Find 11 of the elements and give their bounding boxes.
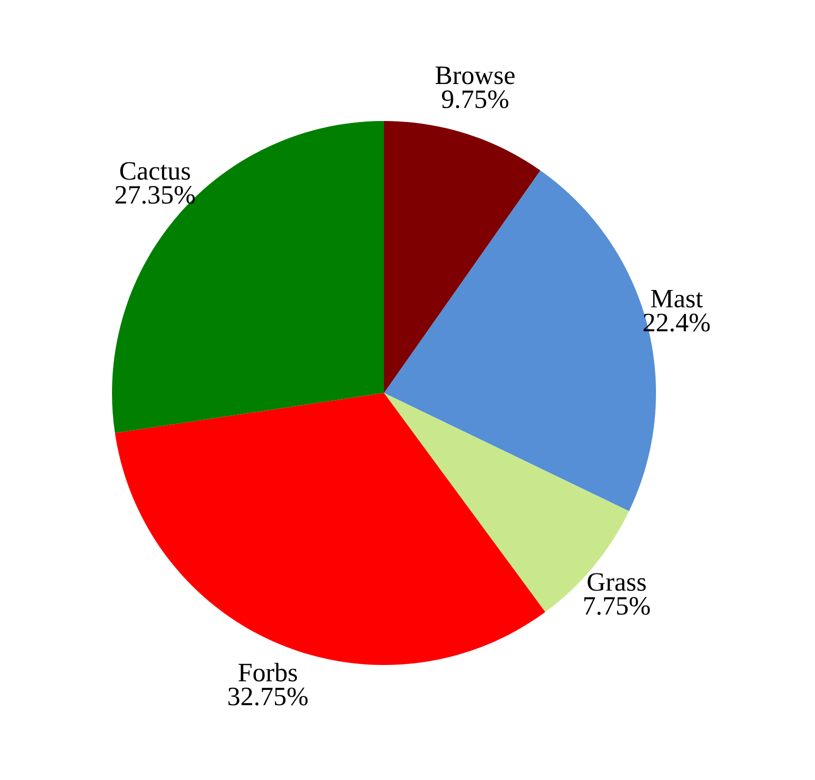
data-label: 27.35% — [116, 186, 195, 204]
pie-slice — [112, 121, 384, 434]
slice-label: Cactus — [120, 162, 190, 180]
data-label: 9.75% — [442, 90, 508, 108]
slice-label: Browse — [436, 66, 515, 84]
slice-label: Grass — [588, 573, 646, 591]
slice-label: Mast — [650, 290, 703, 308]
pie-slice — [384, 121, 540, 393]
data-label: 32.75% — [228, 688, 308, 706]
data-label: 7.75% — [584, 597, 650, 615]
slice-label: Forbs — [238, 662, 297, 682]
